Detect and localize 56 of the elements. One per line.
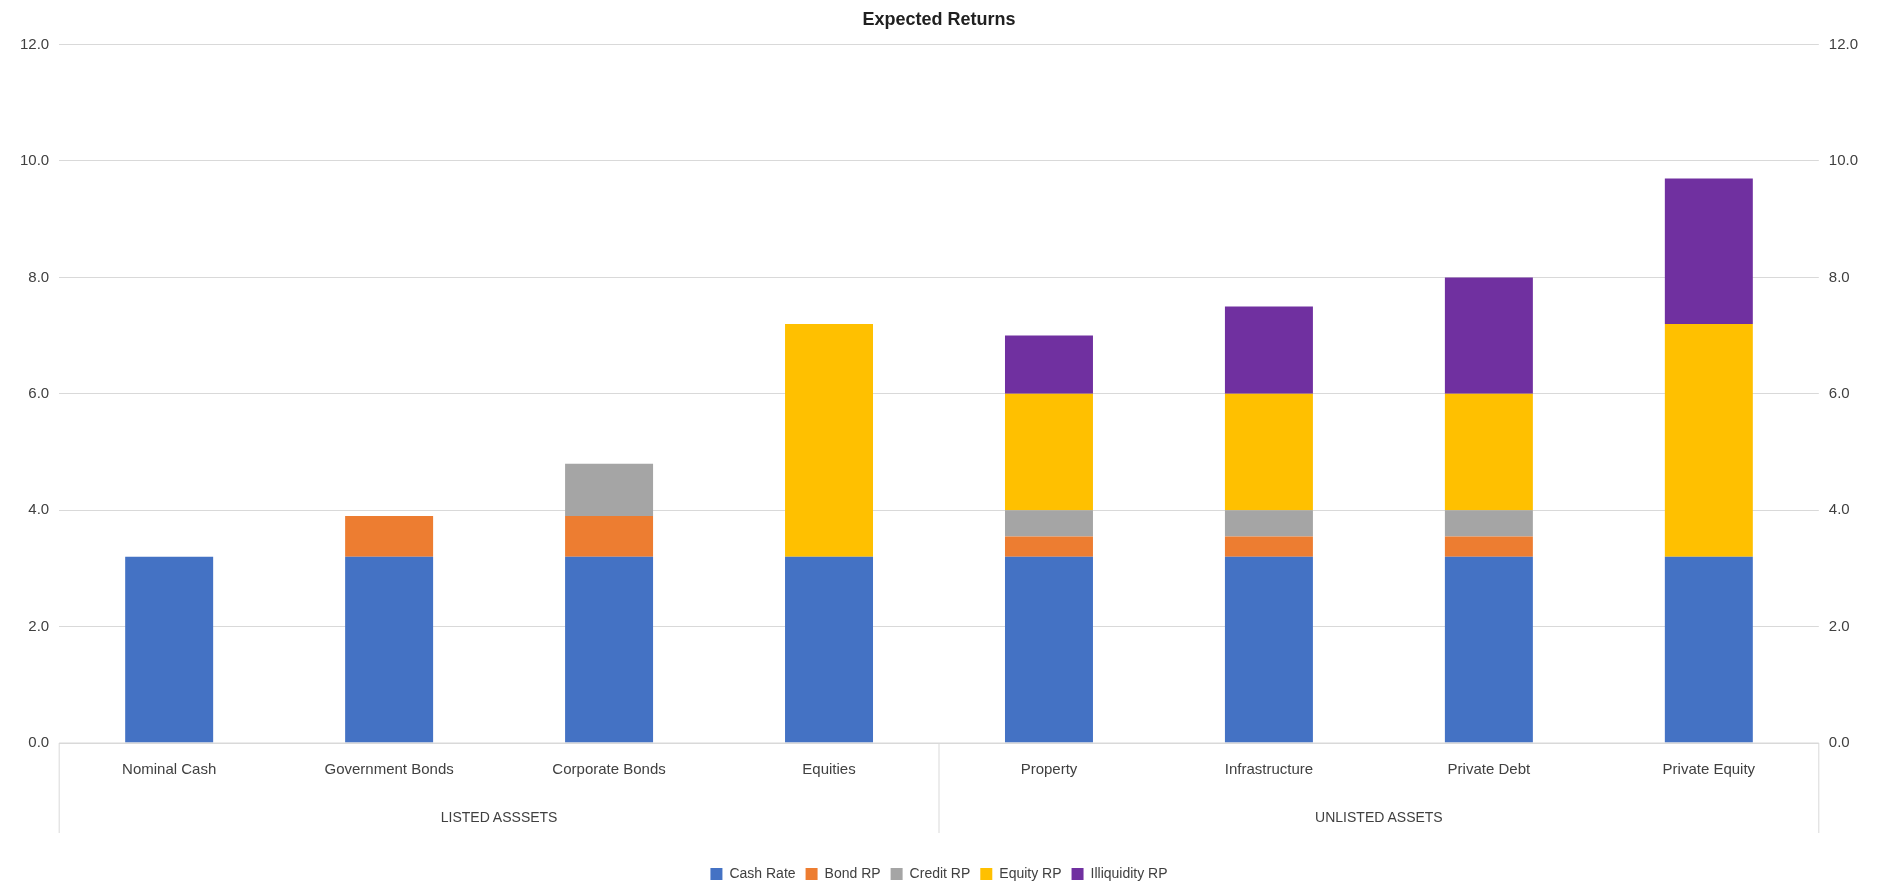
bar: [565, 463, 654, 517]
bar: [1224, 510, 1313, 537]
x-tick-label: Equities: [802, 760, 856, 778]
y-tick-label: 2.0: [28, 616, 50, 634]
legend-label: Bond RP: [824, 864, 881, 881]
y-tick-label: 0.0: [28, 733, 50, 751]
bar: [1004, 393, 1093, 511]
x-tick-label: Government Bonds: [324, 760, 454, 778]
legend-label: Cash Rate: [729, 864, 796, 881]
x-tick-label: Property: [1020, 760, 1078, 778]
x-tick-label: Private Debt: [1447, 760, 1531, 778]
bar: [345, 556, 434, 743]
bar: [1004, 335, 1093, 394]
bar: [1224, 306, 1313, 394]
x-tick-label: Nominal Cash: [122, 760, 217, 778]
bar: [785, 556, 874, 743]
legend-label: Equity RP: [999, 864, 1062, 881]
y2-tick-label: 8.0: [1828, 267, 1850, 285]
bar: [1224, 536, 1313, 557]
x-tick-label: Corporate Bonds: [552, 760, 666, 778]
bar: [1004, 510, 1093, 537]
bar: [1664, 556, 1753, 743]
x-tick-label: Private Equity: [1662, 760, 1756, 778]
y2-tick-label: 2.0: [1828, 616, 1850, 634]
bar: [1664, 323, 1753, 557]
bar: [1444, 536, 1533, 557]
bar: [1224, 556, 1313, 743]
y2-tick-label: 10.0: [1828, 151, 1859, 169]
y-tick-label: 12.0: [19, 34, 50, 52]
bar: [785, 323, 874, 557]
y-tick-label: 8.0: [28, 267, 50, 285]
y-tick-label: 10.0: [19, 151, 50, 169]
text: UNLISTED ASSETS: [1315, 808, 1443, 825]
x-tick-label: Infrastructure: [1224, 760, 1314, 778]
y2-tick-label: 4.0: [1828, 500, 1850, 518]
bar: [1664, 178, 1753, 324]
bar: [1444, 510, 1533, 537]
bar: [1444, 393, 1533, 511]
y2-tick-label: 12.0: [1828, 34, 1859, 52]
text: LISTED ASSSETS: [440, 808, 558, 825]
y2-tick-label: 6.0: [1828, 383, 1850, 401]
bar: [1444, 277, 1533, 394]
bar: [125, 556, 214, 743]
bar: [1444, 556, 1533, 743]
legend-label: Illiquidity RP: [1090, 864, 1168, 881]
bar: [565, 516, 654, 557]
chart-title: Expected Returns: [862, 8, 1016, 29]
bar: [345, 516, 434, 557]
y-tick-label: 4.0: [28, 500, 50, 518]
bar: [1004, 536, 1093, 557]
y-tick-label: 6.0: [28, 383, 50, 401]
bar: [1004, 556, 1093, 743]
y2-tick-label: 0.0: [1828, 733, 1850, 751]
bar: [565, 556, 654, 743]
bar: [1224, 393, 1313, 511]
legend-label: Credit RP: [909, 864, 971, 881]
